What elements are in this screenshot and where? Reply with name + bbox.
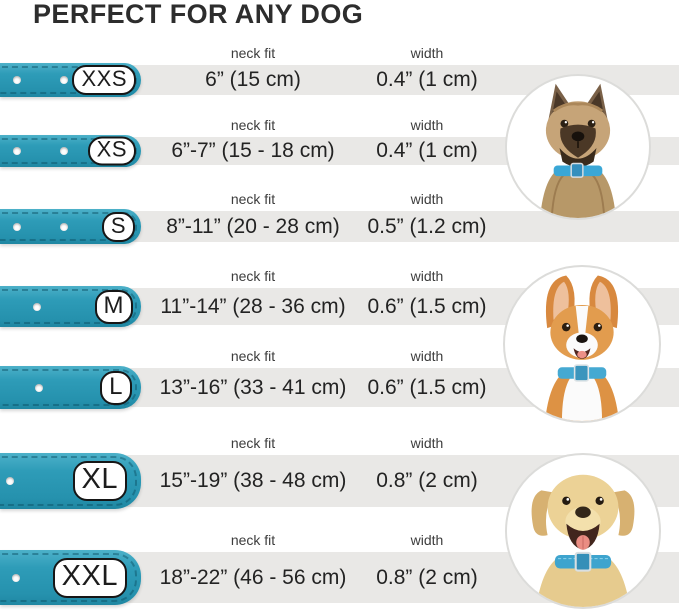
page-title: PERFECT FOR ANY DOG [33, 0, 364, 29]
size-label: XXS [81, 66, 127, 91]
size-label: XXL [61, 559, 118, 592]
size-badge: XL [72, 461, 127, 501]
width-header: width [410, 348, 444, 364]
collar-hole-icon [35, 383, 43, 392]
collar-hole-icon [33, 302, 41, 311]
neck-fit-value: 6” (15 cm) [205, 68, 301, 91]
collar-hole-icon [13, 222, 21, 231]
width-value: 0.8” (2 cm) [376, 469, 478, 492]
width-header: width [410, 435, 444, 451]
width-value: 0.8” (2 cm) [376, 566, 478, 589]
terrier-illustration [540, 83, 616, 218]
size-label: XL [81, 463, 118, 495]
size-label: L [109, 372, 123, 400]
collar-stitching-icon [0, 212, 137, 241]
width-value: 0.5” (1.2 cm) [367, 215, 487, 238]
size-badge: S [101, 211, 135, 242]
collar-stitching-icon [0, 369, 137, 406]
corgi-dog-photo [503, 265, 661, 423]
neck-fit-value: 13”-16” (33 - 41 cm) [159, 376, 347, 399]
width-value: 0.6” (1.5 cm) [367, 295, 487, 318]
size-label: M [103, 291, 124, 319]
collar-graphic: L [0, 366, 141, 409]
neck-fit-header: neck fit [230, 45, 276, 61]
size-label: XS [96, 136, 127, 162]
terrier-dog-photo [505, 74, 651, 220]
collar-hole-icon [60, 147, 68, 155]
corgi-illustration [545, 275, 619, 421]
labrador-illustration [531, 474, 635, 607]
width-header: width [410, 268, 444, 284]
collar-graphic: S [0, 209, 141, 244]
neck-fit-value: 6”-7” (15 - 18 cm) [171, 139, 335, 162]
collar-hole-icon [13, 147, 21, 155]
width-value: 0.4” (1 cm) [376, 139, 478, 162]
neck-fit-header: neck fit [230, 532, 276, 548]
collar-graphic: XS [0, 135, 141, 167]
collar-graphic: XXS [0, 63, 141, 97]
width-header: width [410, 45, 444, 61]
collar-hole-icon [6, 477, 14, 485]
width-value: 0.6” (1.5 cm) [367, 376, 487, 399]
neck-fit-header: neck fit [230, 348, 276, 364]
neck-fit-value: 18”-22” (46 - 56 cm) [159, 566, 347, 589]
neck-fit-value: 15”-19” (38 - 48 cm) [159, 469, 347, 492]
size-label: S [110, 212, 126, 238]
collar-hole-icon [60, 76, 68, 84]
width-header: width [410, 191, 444, 207]
collar-stitching-icon [0, 289, 137, 324]
collar-graphic: M [0, 286, 141, 327]
labrador-dog-photo [505, 453, 661, 609]
neck-fit-header: neck fit [230, 117, 276, 133]
neck-fit-header: neck fit [230, 435, 276, 451]
collar-stitching-icon [0, 456, 137, 506]
collar-stitching-icon [0, 138, 137, 164]
size-badge: L [100, 370, 132, 405]
width-value: 0.4” (1 cm) [376, 68, 478, 91]
collar-stitching-icon [0, 553, 137, 602]
collar-graphic: XXL [0, 550, 141, 605]
size-badge: XXS [72, 65, 136, 95]
width-header: width [410, 117, 444, 133]
neck-fit-header: neck fit [230, 191, 276, 207]
collar-hole-icon [12, 573, 20, 582]
neck-fit-value: 11”-14” (28 - 36 cm) [160, 295, 346, 318]
collar-stitching-icon [0, 66, 137, 94]
size-badge: XXL [52, 557, 127, 598]
neck-fit-value: 8”-11” (20 - 28 cm) [166, 215, 340, 238]
neck-fit-header: neck fit [230, 268, 276, 284]
size-badge: M [94, 289, 133, 324]
collar-hole-icon [60, 222, 68, 231]
size-badge: XS [87, 136, 136, 166]
width-header: width [410, 532, 444, 548]
collar-hole-icon [13, 76, 21, 84]
collar-graphic: XL [0, 453, 141, 509]
